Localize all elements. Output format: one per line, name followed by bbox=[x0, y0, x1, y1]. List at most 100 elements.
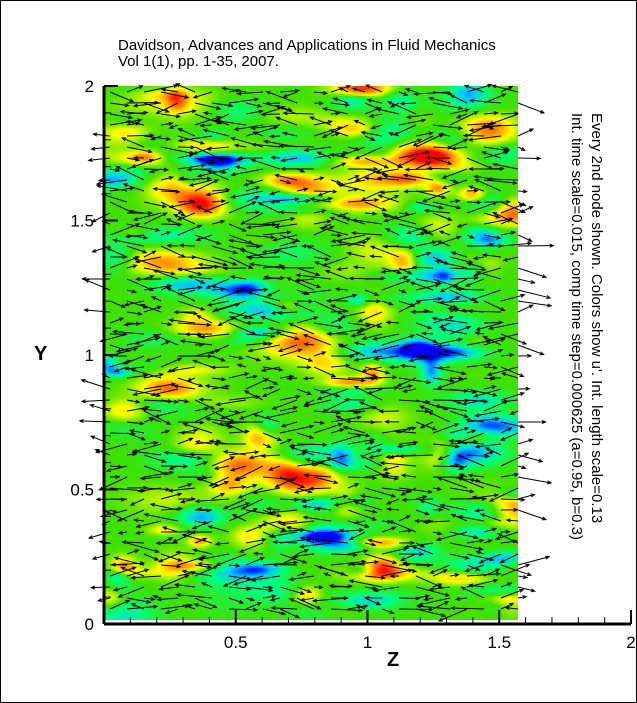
vector-arrow bbox=[368, 539, 383, 544]
x-axis-label: Z bbox=[387, 649, 400, 671]
vector-arrow bbox=[211, 200, 225, 203]
vector-arrow bbox=[466, 418, 499, 423]
vector-arrowhead bbox=[478, 559, 484, 564]
vector-arrow bbox=[175, 584, 196, 588]
vector-arrowhead bbox=[168, 121, 174, 126]
vector-arrowhead bbox=[440, 327, 446, 332]
vector-arrowhead bbox=[385, 471, 391, 476]
vector-arrowhead bbox=[496, 235, 502, 240]
vector-arrowhead bbox=[467, 473, 473, 478]
vector-arrow bbox=[360, 455, 383, 467]
vector-arrow bbox=[466, 429, 476, 434]
vector-arrow bbox=[449, 542, 483, 550]
vector-arrow bbox=[330, 434, 362, 445]
vector-arrow bbox=[376, 168, 400, 174]
vector-arrow bbox=[458, 432, 485, 444]
vector-arrow bbox=[341, 311, 366, 318]
vector-arrowhead bbox=[335, 393, 341, 398]
vector-arrow bbox=[245, 333, 275, 337]
vector-arrowhead bbox=[249, 597, 256, 602]
vector-arrowhead bbox=[180, 212, 187, 217]
vector-arrow bbox=[415, 333, 438, 344]
vector-arrowhead bbox=[394, 429, 400, 434]
vector-arrow bbox=[97, 185, 128, 192]
vector-arrow bbox=[237, 91, 264, 95]
vector-arrowhead bbox=[168, 537, 174, 542]
vector-arrow bbox=[449, 440, 485, 445]
vector-arrowhead bbox=[135, 399, 141, 404]
vector-arrow bbox=[423, 520, 451, 523]
vector-arrowhead bbox=[370, 125, 376, 130]
vector-arrowhead bbox=[307, 357, 314, 362]
vector-arrow bbox=[160, 399, 172, 403]
vector-arrowhead bbox=[311, 461, 317, 466]
vector-arrowhead bbox=[464, 568, 470, 572]
vector-arrow bbox=[330, 216, 349, 225]
vector-arrowhead bbox=[83, 308, 89, 313]
vector-arrow bbox=[415, 322, 432, 329]
vector-arrow bbox=[162, 526, 179, 533]
vector-arrow bbox=[313, 126, 342, 137]
vector-arrow bbox=[347, 476, 376, 479]
vector-arrowhead bbox=[339, 152, 345, 157]
vector-arrowhead bbox=[463, 84, 470, 89]
vector-arrowhead bbox=[261, 538, 267, 543]
vector-arrowhead bbox=[272, 562, 278, 567]
vector-arrowhead bbox=[167, 488, 174, 493]
vector-arrow bbox=[251, 124, 281, 129]
vector-arrow bbox=[133, 257, 162, 269]
vector-arrowhead bbox=[197, 224, 203, 229]
vector-arrowhead bbox=[384, 228, 391, 233]
vector-arrow bbox=[449, 111, 478, 126]
vector-arrow bbox=[223, 575, 247, 587]
vector-arrowhead bbox=[354, 483, 360, 487]
vector-arrowhead bbox=[173, 582, 180, 587]
vector-arrowhead bbox=[299, 544, 305, 549]
vector-arrow bbox=[449, 531, 478, 539]
vector-arrowhead bbox=[236, 289, 242, 294]
vector-arrowhead bbox=[352, 410, 358, 415]
vector-arrow bbox=[330, 377, 365, 382]
vector-arrow bbox=[198, 563, 213, 566]
vector-arrowhead bbox=[327, 120, 334, 125]
vector-arrowhead bbox=[300, 168, 306, 173]
vector-arrow bbox=[517, 267, 547, 278]
vector-arrow bbox=[120, 111, 145, 115]
vector-arrow bbox=[151, 388, 179, 396]
vector-arrow bbox=[383, 465, 400, 471]
vector-arrow bbox=[398, 441, 418, 445]
vector-arrowhead bbox=[419, 424, 425, 429]
vector-arrow bbox=[432, 443, 459, 448]
vector-arrowhead bbox=[303, 473, 309, 478]
vector-arrowhead bbox=[258, 525, 264, 529]
vector-arrowhead bbox=[503, 400, 509, 405]
vector-arrowhead bbox=[152, 186, 158, 192]
vector-arrowhead bbox=[91, 556, 97, 560]
vector-arrowhead bbox=[472, 272, 479, 277]
vector-arrowhead bbox=[311, 598, 318, 603]
vector-arrow bbox=[223, 498, 247, 510]
vector-arrowhead bbox=[316, 284, 322, 288]
vector-arrow bbox=[279, 211, 298, 214]
vector-arrow bbox=[475, 178, 502, 192]
vector-arrow bbox=[398, 377, 431, 384]
y-tick-label: 2 bbox=[85, 77, 94, 96]
vector-arrow bbox=[347, 199, 379, 203]
vector-arrow bbox=[300, 542, 332, 548]
vector-arrowhead bbox=[157, 558, 164, 563]
vector-arrow bbox=[159, 586, 179, 590]
vector-arrow bbox=[415, 241, 437, 247]
vector-arrowhead bbox=[135, 524, 141, 528]
vector-arrowhead bbox=[337, 233, 343, 238]
vector-arrow bbox=[500, 392, 525, 401]
vector-arrow bbox=[304, 146, 332, 151]
vector-arrowhead bbox=[401, 497, 407, 502]
vector-arrow bbox=[370, 245, 400, 258]
vector-arrowhead bbox=[480, 124, 487, 129]
vector-arrowhead bbox=[177, 557, 183, 562]
vector-arrowhead bbox=[428, 587, 434, 592]
vector-arrow bbox=[347, 438, 375, 445]
vector-arrowhead bbox=[181, 569, 187, 574]
vector-arrowhead bbox=[252, 551, 259, 556]
vector-arrow bbox=[349, 277, 383, 280]
